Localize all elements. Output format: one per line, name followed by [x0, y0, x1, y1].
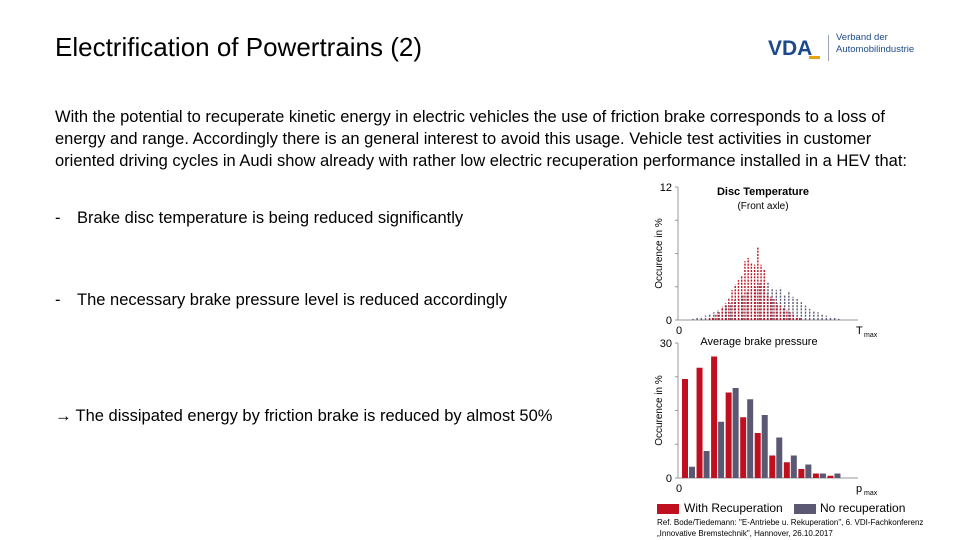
- bullet-1: - Brake disc temperature is being reduced…: [55, 209, 463, 228]
- slide-title: Electrification of Powertrains (2): [55, 32, 423, 62]
- disc-temp-title: Disc Temperature: [717, 186, 809, 198]
- brake-pressure-bar-with-recuperation: [696, 367, 703, 478]
- disc-temp-y-axis-label: Occurence in %: [654, 218, 665, 289]
- brake-pressure-bar-no-recuperation: [718, 421, 725, 478]
- brake-pressure-bar-with-recuperation: [725, 392, 732, 478]
- brake-pressure-bar-with-recuperation: [827, 475, 834, 478]
- bullet-1-marker: -: [55, 209, 61, 227]
- brake-pressure-bar-no-recuperation: [790, 455, 797, 478]
- disc-temp-y-tick-label-zero: 0: [666, 315, 672, 327]
- brake-pressure-bar-no-recuperation: [776, 437, 783, 478]
- brake-pressure-bar-with-recuperation: [798, 469, 805, 478]
- brake-pressure-bar-with-recuperation: [740, 417, 747, 478]
- bullet-2: - The necessary brake pressure level is r…: [55, 291, 507, 310]
- vda-logo: VDA Verband der Automobilindustrie: [768, 32, 928, 66]
- reference-line-2: „Innovative Bremstechnik", Hannover, 26.…: [657, 529, 833, 538]
- vda-logo-mark: VDA: [768, 37, 820, 60]
- vda-logo-mark-text: VDA: [768, 37, 812, 60]
- brake-pressure-bar-with-recuperation: [754, 433, 761, 478]
- brake-pressure-bar-with-recuperation: [711, 356, 718, 478]
- brake-pressure-bar-with-recuperation: [783, 462, 790, 478]
- logo-accent: [809, 56, 820, 59]
- legend-label-with: With Recuperation: [684, 501, 783, 515]
- logo-line-1: Verband der: [836, 32, 888, 43]
- logo-wordmark: Verband der Automobilindustrie: [836, 32, 914, 56]
- brake-pressure-bar-with-recuperation: [682, 379, 688, 478]
- logo-divider: [828, 35, 829, 61]
- disc-temp-x-tick-label-end-subscript: max: [864, 332, 878, 339]
- brake-pressure-x-tick-label-end-subscript: max: [864, 490, 878, 497]
- brake-pressure-bar-with-recuperation: [812, 473, 819, 478]
- brake-pressure-bar-no-recuperation: [703, 451, 710, 478]
- brake-pressure-x-tick-label-end: p: [856, 483, 862, 495]
- brake-pressure-bar-no-recuperation: [732, 388, 739, 478]
- bullet-3-marker: →: [55, 407, 72, 425]
- disc-temp-x-tick-label-end: T: [856, 325, 863, 337]
- brake-pressure-x-tick-label-start: 0: [676, 483, 682, 495]
- brake-pressure-bar-no-recuperation: [819, 473, 826, 478]
- legend-swatch-without: [794, 504, 816, 514]
- reference-note: Ref. Bode/Tiedemann: "E-Antriebe u. Reku…: [657, 517, 957, 539]
- brake-pressure-bar-no-recuperation: [689, 466, 695, 478]
- bullet-2-marker: -: [55, 291, 61, 309]
- brake-pressure-bar-no-recuperation: [747, 399, 754, 478]
- brake-pressure-y-axis-label: Occurence in %: [654, 375, 665, 446]
- bullet-2-text: The necessary brake pressure level is re…: [77, 291, 508, 309]
- intro-paragraph: With the potential to recuperate kinetic…: [55, 108, 908, 170]
- brake-pressure-bar-no-recuperation: [761, 415, 768, 478]
- logo-line-2: Automobilindustrie: [836, 44, 915, 55]
- brake-pressure-y-tick-label-zero: 0: [666, 473, 672, 485]
- legend-label-without: No recuperation: [820, 501, 906, 515]
- bullet-1-text: Brake disc temperature is being reduced …: [77, 209, 464, 227]
- brake-pressure-y-tick-label-top: 30: [660, 338, 672, 350]
- brake-pressure-bar-no-recuperation: [805, 464, 812, 478]
- brake-pressure-bar-with-recuperation: [769, 455, 776, 478]
- disc-temp-x-tick-label-start: 0: [676, 325, 682, 337]
- bullet-3: → The dissipated energy by friction brake…: [55, 407, 552, 426]
- disc-temp-subtitle: (Front axle): [737, 201, 788, 212]
- legend-swatch-with: [657, 504, 679, 514]
- bullet-3-text: The dissipated energy by friction brake …: [75, 407, 553, 425]
- disc-temp-y-tick-label-top: 12: [660, 182, 672, 194]
- reference-line-1: Ref. Bode/Tiedemann: "E-Antriebe u. Reku…: [657, 518, 924, 527]
- brake-pressure-bar-no-recuperation: [834, 473, 841, 478]
- brake-pressure-title: Average brake pressure: [700, 336, 817, 348]
